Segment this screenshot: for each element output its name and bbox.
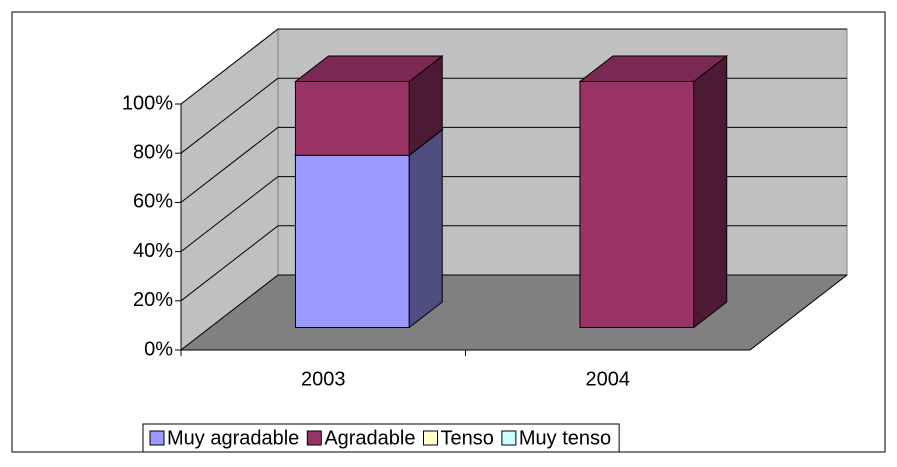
bar bbox=[294, 81, 410, 156]
grid-line bbox=[180, 77, 279, 154]
grid-line bbox=[180, 127, 279, 203]
y-tick-label: 40% bbox=[133, 240, 173, 262]
wall-edge bbox=[749, 274, 848, 351]
y-tick-label: 80% bbox=[133, 141, 173, 163]
legend-swatch bbox=[501, 430, 517, 446]
grid-line bbox=[180, 176, 279, 252]
legend-box bbox=[142, 423, 620, 453]
y-tick-label: 20% bbox=[133, 289, 173, 311]
y-tick-label: 0% bbox=[144, 338, 173, 360]
bar-top bbox=[293, 55, 444, 82]
x-tick-label: 2003 bbox=[301, 368, 346, 390]
x-tick-label: 2004 bbox=[586, 368, 631, 390]
legend-swatch bbox=[423, 430, 438, 446]
floor bbox=[179, 274, 849, 351]
legend-label: Muy agradable bbox=[167, 427, 299, 449]
legend-label: Tenso bbox=[441, 427, 494, 449]
bar bbox=[294, 154, 410, 328]
legend-swatch bbox=[306, 430, 322, 446]
bar-side bbox=[693, 54, 728, 329]
grid-line bbox=[180, 28, 279, 105]
legend-label: Agradable bbox=[324, 427, 415, 449]
bar bbox=[579, 81, 695, 328]
grid-line bbox=[180, 274, 279, 351]
legend-swatch bbox=[149, 430, 165, 446]
bar-top bbox=[578, 55, 729, 82]
bar-side bbox=[408, 128, 443, 329]
grid-line bbox=[180, 225, 279, 302]
legend-label: Muy tenso bbox=[519, 427, 611, 449]
y-tick-label: 60% bbox=[133, 191, 173, 213]
y-tick-label: 100% bbox=[122, 92, 173, 114]
